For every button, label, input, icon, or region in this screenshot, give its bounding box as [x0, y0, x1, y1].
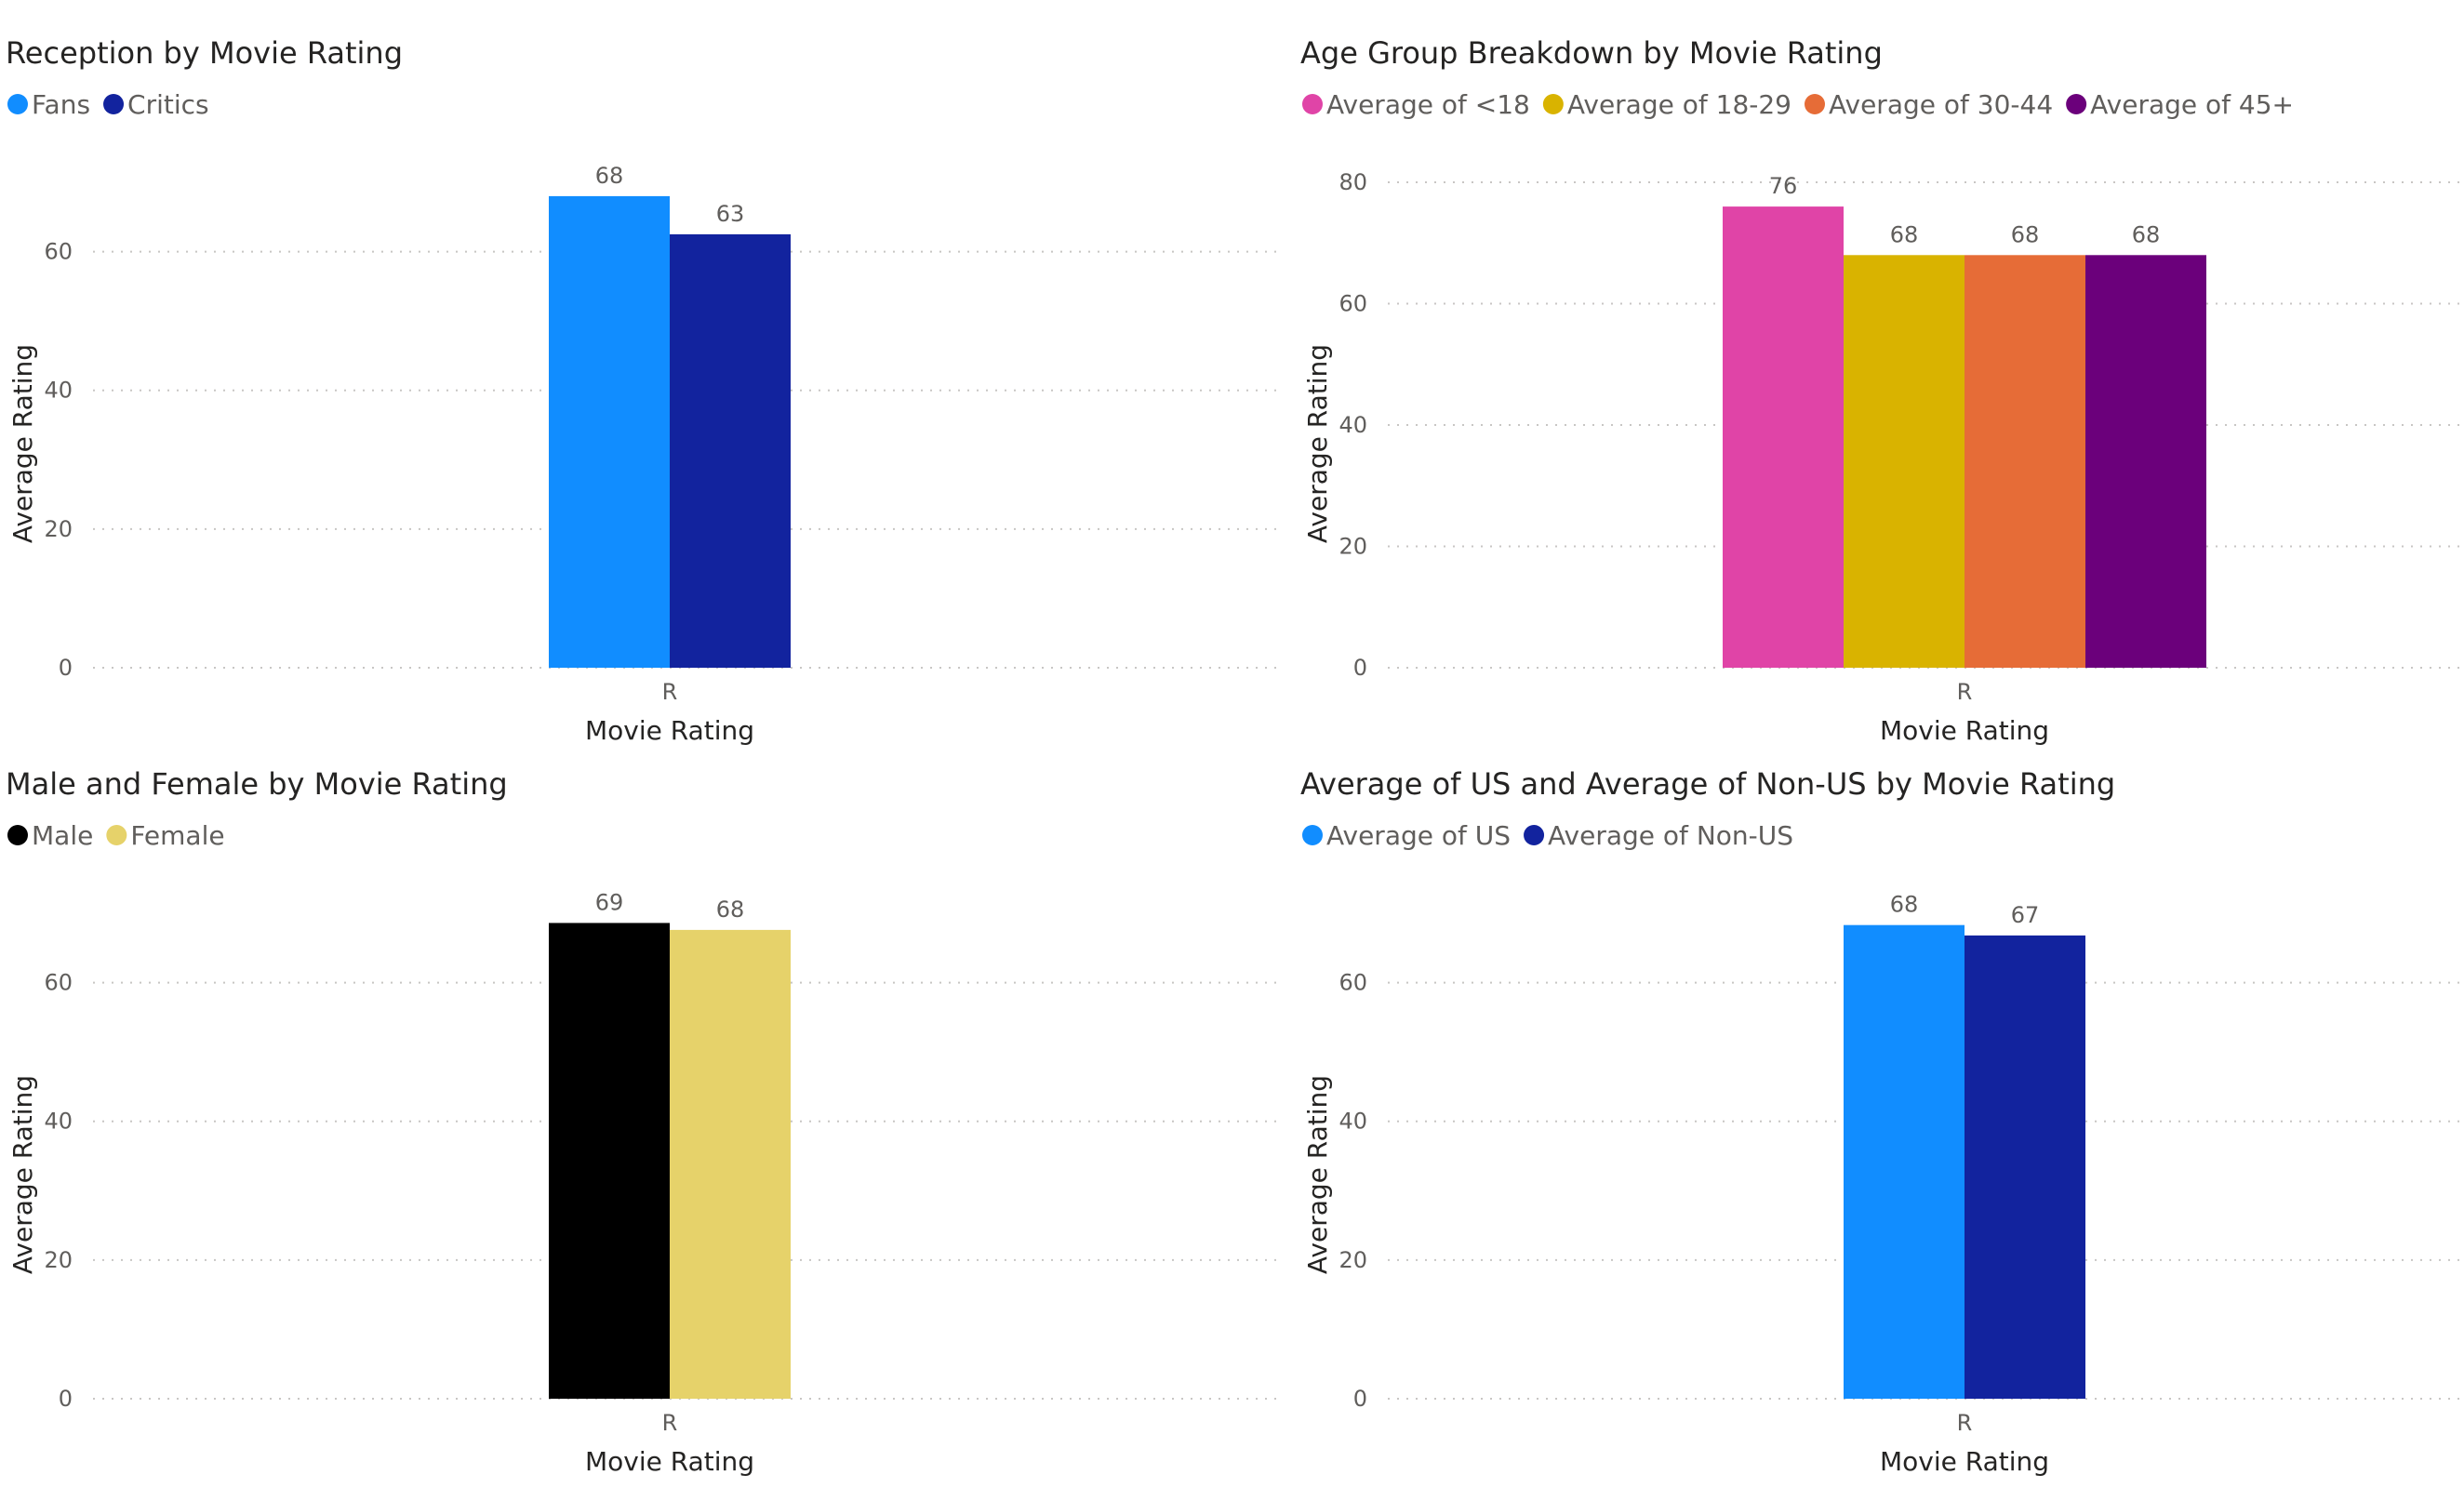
legend-marker-2: [1805, 94, 1825, 114]
data-label-1: 68: [1890, 221, 1919, 247]
bar-1: [1844, 255, 1965, 668]
bar-2: [1965, 255, 2085, 668]
y-tick-label-3: 60: [44, 970, 73, 996]
chart-age-group: Age Group Breakdown by Movie Rating Avera…: [1295, 0, 2464, 753]
y-tick-label-0: 0: [1353, 1386, 1367, 1412]
data-label-0: 69: [595, 889, 624, 915]
bar-1: [670, 233, 791, 668]
legend-marker-1: [103, 94, 125, 114]
legend-label-3: Average of 45+: [2090, 89, 2294, 120]
legend-marker-0: [1302, 94, 1323, 114]
x-axis-title: Movie Rating: [585, 1446, 754, 1477]
bar-0: [549, 923, 670, 1399]
y-tick-label-0: 0: [1353, 655, 1367, 681]
legend-marker-0: [7, 94, 28, 114]
y-axis-title: Average Rating: [1302, 1075, 1333, 1274]
chart-male-female-svg: Male and Female by Movie Rating Male Femal…: [6, 766, 1279, 1477]
data-label-0: 76: [1769, 173, 1798, 199]
y-axis-title: Average Rating: [1302, 344, 1333, 543]
legend-label-0: Male: [32, 820, 93, 851]
x-tick-label-0: R: [1957, 1410, 1973, 1436]
chart-title: Age Group Breakdown by Movie Rating: [1300, 35, 1883, 71]
y-tick-label-3: 60: [44, 239, 73, 265]
chart-title: Male and Female by Movie Rating: [6, 766, 508, 802]
legend-marker-3: [2066, 94, 2087, 114]
y-tick-label-2: 40: [1339, 1109, 1367, 1135]
chart-title: Reception by Movie Rating: [6, 35, 403, 71]
bar-3: [2085, 255, 2206, 668]
legend-label-1: Average of Non-US: [1548, 820, 1793, 851]
data-label-3: 68: [2132, 221, 2161, 247]
x-tick-label-0: R: [662, 679, 678, 705]
legend-marker-1: [1542, 94, 1564, 114]
y-tick-label-3: 60: [1339, 970, 1367, 996]
x-tick-label-0: R: [662, 1410, 678, 1436]
legend-label-0: Average of <18: [1326, 89, 1530, 120]
bar-0: [1844, 924, 1965, 1399]
bar-0: [549, 195, 670, 668]
y-tick-label-1: 20: [44, 516, 73, 542]
legend-marker-0: [7, 825, 28, 845]
legend-marker-1: [1524, 825, 1545, 845]
legend-label-1: Average of 18-29: [1567, 89, 1791, 120]
y-tick-label-1: 20: [44, 1247, 73, 1273]
y-tick-label-2: 40: [44, 1109, 73, 1135]
legend-label-1: Female: [130, 820, 224, 851]
x-axis-title: Movie Rating: [1880, 715, 2049, 746]
chart-reception: Reception by Movie Rating Fans Critics 0 20 4…: [0, 0, 1284, 753]
data-label-1: 68: [716, 897, 745, 923]
data-label-1: 63: [716, 201, 745, 227]
y-tick-label-2: 40: [44, 378, 73, 404]
y-tick-label-4: 80: [1339, 169, 1367, 195]
data-label-0: 68: [595, 163, 624, 189]
x-axis-title: Movie Rating: [1880, 1446, 2049, 1477]
chart-us-nonus: Average of US and Average of Non-US by M…: [1295, 731, 2464, 1484]
legend-label-2: Average of 30-44: [1829, 89, 2053, 120]
y-tick-label-2: 40: [1339, 412, 1367, 438]
legend-label-1: Critics: [127, 89, 209, 120]
y-tick-label-3: 60: [1339, 291, 1367, 317]
chart-age-group-svg: Age Group Breakdown by Movie Rating Avera…: [1300, 35, 2459, 746]
data-label-0: 68: [1890, 892, 1919, 918]
y-axis-title: Average Rating: [7, 344, 38, 543]
chart-us-nonus-svg: Average of US and Average of Non-US by M…: [1300, 766, 2459, 1477]
bar-1: [670, 929, 791, 1399]
y-tick-label-1: 20: [1339, 534, 1367, 560]
legend-label-0: Average of US: [1326, 820, 1511, 851]
bar-0: [1723, 206, 1844, 668]
y-axis-title: Average Rating: [7, 1075, 38, 1274]
chart-title: Average of US and Average of Non-US by M…: [1300, 766, 2115, 802]
legend-marker-0: [1302, 825, 1323, 845]
data-label-2: 68: [2011, 221, 2040, 247]
y-tick-label-1: 20: [1339, 1247, 1367, 1273]
chart-reception-svg: Reception by Movie Rating Fans Critics 0 20 4…: [6, 35, 1279, 746]
x-tick-label-0: R: [1957, 679, 1973, 705]
chart-male-female: Male and Female by Movie Rating Male Femal…: [0, 731, 1284, 1484]
legend-label-0: Fans: [32, 89, 90, 120]
x-axis-title: Movie Rating: [585, 715, 754, 746]
legend-marker-1: [106, 825, 127, 845]
bar-1: [1965, 935, 2085, 1399]
data-label-1: 67: [2011, 902, 2040, 928]
y-tick-label-0: 0: [59, 1386, 73, 1412]
y-tick-label-0: 0: [59, 655, 73, 681]
